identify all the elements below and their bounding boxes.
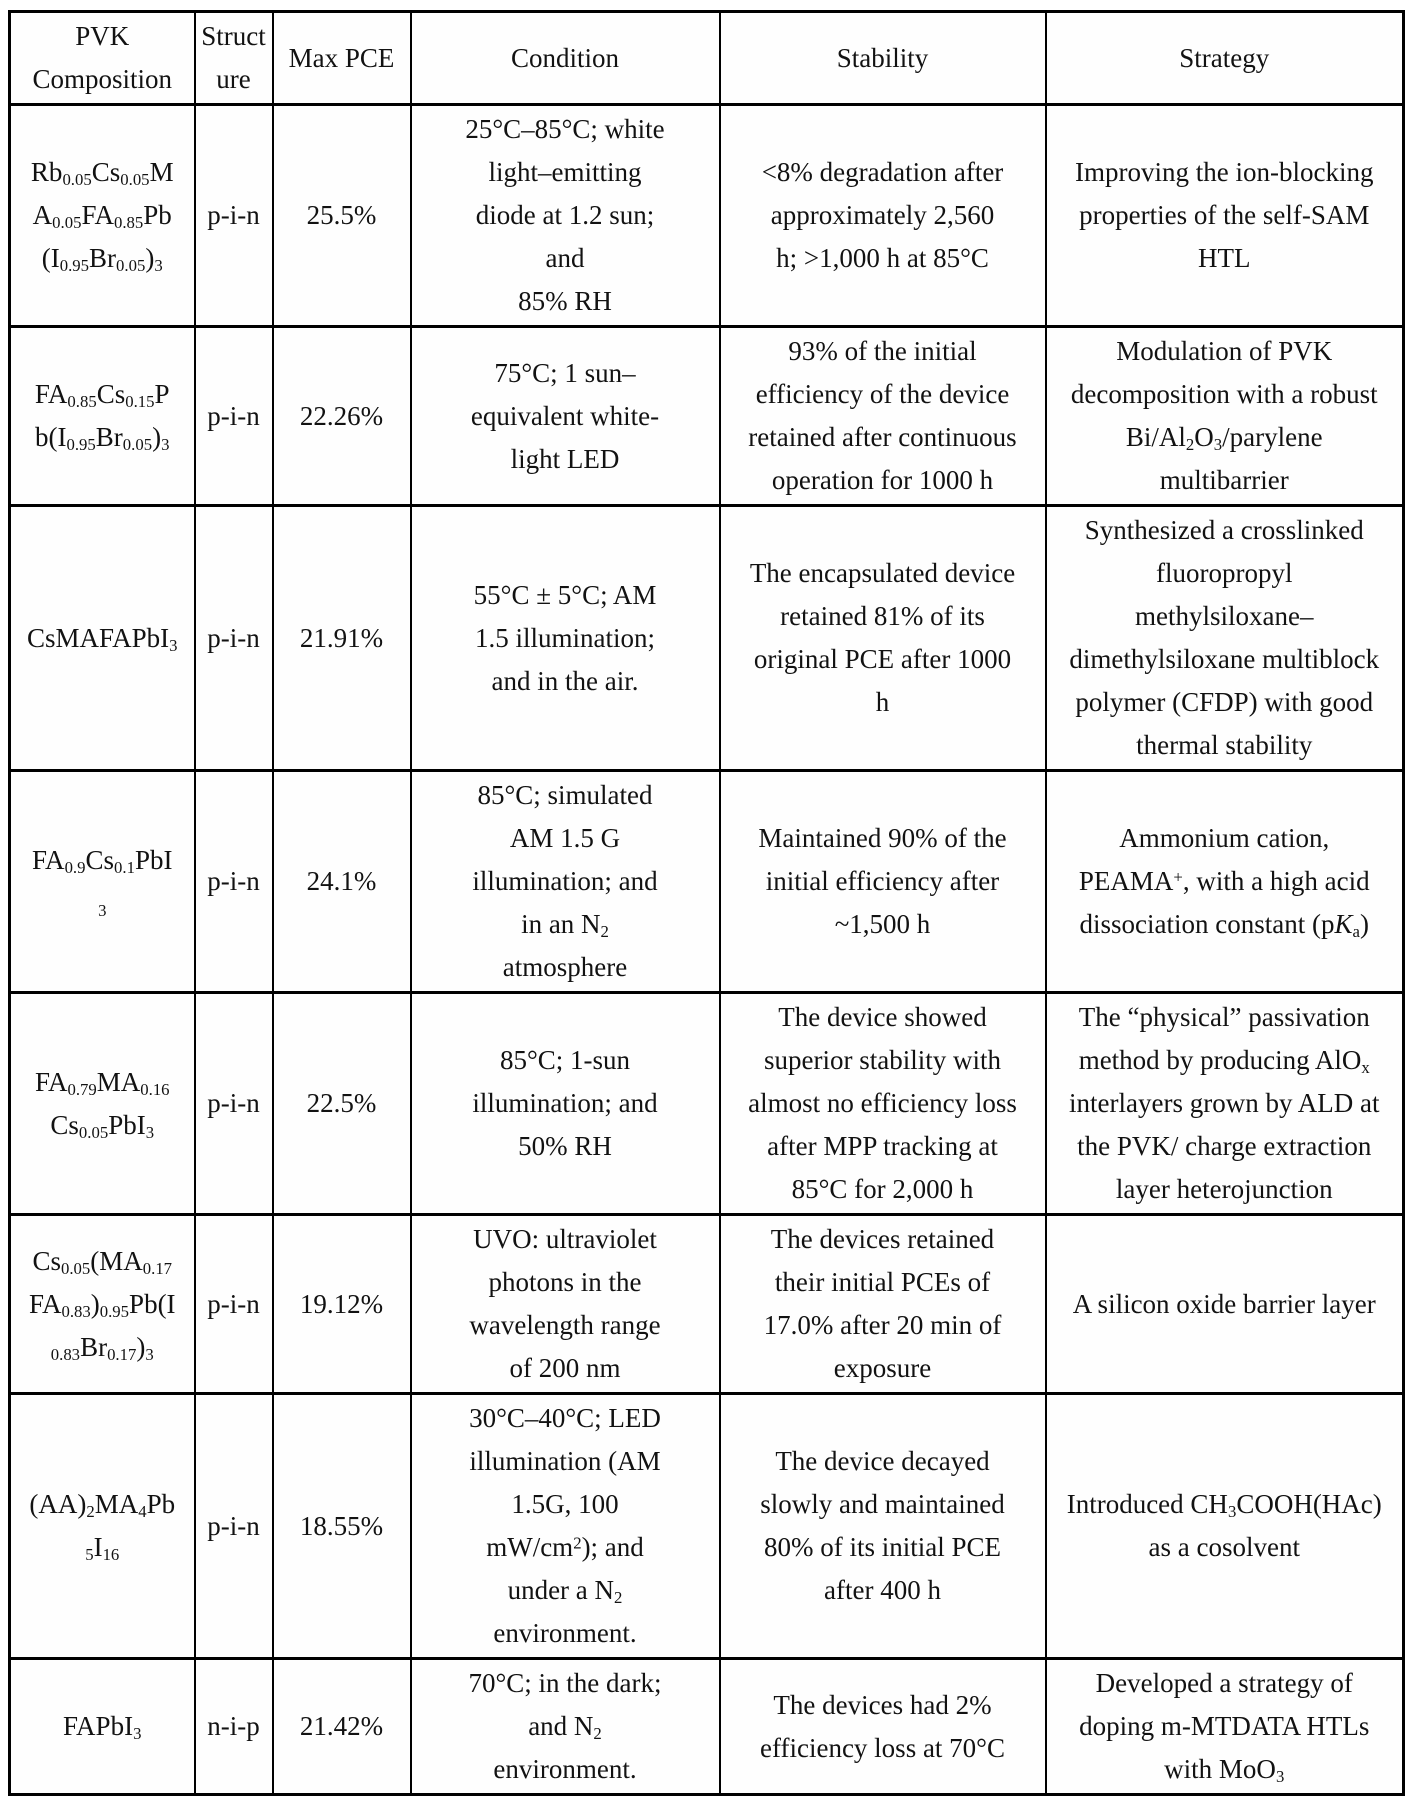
cell-pvk-composition: CsMAFAPbI3 <box>8 504 196 772</box>
cell-stability: Maintained 90% of the initial efficiency … <box>718 769 1047 994</box>
cell-condition: 75°C; 1 sun– equivalent white-light LED <box>409 325 721 507</box>
cell-stability: The device decayed slowly and maintained 8… <box>718 1392 1047 1660</box>
table-body: Rb0.05Cs0.05M A0.05FA0.85Pb (I0.95Br0.05)3… <box>8 103 1405 1796</box>
table-row: Cs0.05(MA0.17 FA0.83)0.95Pb(I 0.83Br0.17)3… <box>8 1213 1405 1395</box>
cell-max-pce: 22.26% <box>271 325 412 507</box>
cell-structure: p-i-n <box>193 325 274 507</box>
cell-structure: p-i-n <box>193 769 274 994</box>
cell-stability: The encapsulated device retained 81% of i… <box>718 504 1047 772</box>
cell-pvk-composition: FA0.79MA0.16 Cs0.05PbI3 <box>8 991 196 1216</box>
cell-condition: 25°C–85°C; white light–emitting diode at 1… <box>409 103 721 328</box>
cell-condition: 55°C ± 5°C; AM 1.5 illumination; and in th… <box>409 504 721 772</box>
table-row: CsMAFAPbI3 p-i-n 21.91% 55°C ± 5°C; AM 1.… <box>8 504 1405 772</box>
cell-pvk-composition: FAPbI3 <box>8 1657 196 1796</box>
cell-strategy: Introduced CH3COOH(HAc) as a cosolvent <box>1044 1392 1405 1660</box>
cell-max-pce: 19.12% <box>271 1213 412 1395</box>
cell-strategy: A silicon oxide barrier layer <box>1044 1213 1405 1395</box>
cell-pvk-composition: Rb0.05Cs0.05M A0.05FA0.85Pb (I0.95Br0.05)3 <box>8 103 196 328</box>
header-row: PVK Composition Struct ure Max PCE Conditi… <box>8 10 1405 106</box>
cell-pvk-composition: FA0.85Cs0.15P b(I0.95Br0.05)3 <box>8 325 196 507</box>
cell-stability: The device showed superior stability with… <box>718 991 1047 1216</box>
table-row: FAPbI3 n-i-p 21.42% 70°C; in the dark; an… <box>8 1657 1405 1796</box>
header-stability: Stability <box>718 10 1047 106</box>
cell-structure: p-i-n <box>193 103 274 328</box>
cell-structure: p-i-n <box>193 1213 274 1395</box>
cell-structure: p-i-n <box>193 991 274 1216</box>
pvk-stability-table: PVK Composition Struct ure Max PCE Conditi… <box>8 10 1405 1796</box>
cell-pvk-composition: FA0.9Cs0.1PbI 3 <box>8 769 196 994</box>
table-row: Rb0.05Cs0.05M A0.05FA0.85Pb (I0.95Br0.05)3… <box>8 103 1405 328</box>
cell-strategy: Synthesized a crosslinked fluoropropyl met… <box>1044 504 1405 772</box>
cell-max-pce: 21.91% <box>271 504 412 772</box>
cell-structure: p-i-n <box>193 504 274 772</box>
cell-structure: p-i-n <box>193 1392 274 1660</box>
cell-max-pce: 21.42% <box>271 1657 412 1796</box>
cell-structure: n-i-p <box>193 1657 274 1796</box>
cell-max-pce: 18.55% <box>271 1392 412 1660</box>
cell-condition: 70°C; in the dark; and N2 environment. <box>409 1657 721 1796</box>
cell-max-pce: 25.5% <box>271 103 412 328</box>
cell-strategy: Ammonium cation, PEAMA+, with a high acid… <box>1044 769 1405 994</box>
cell-condition: 30°C–40°C; LED illumination (AM 1.5G, 100 m… <box>409 1392 721 1660</box>
header-max-pce: Max PCE <box>271 10 412 106</box>
header-structure: Struct ure <box>193 10 274 106</box>
cell-strategy: The “physical” passivation method by prod… <box>1044 991 1405 1216</box>
header-condition: Condition <box>409 10 721 106</box>
table-row: FA0.85Cs0.15P b(I0.95Br0.05)3 p-i-n 22.26… <box>8 325 1405 507</box>
table-row: (AA)2MA4Pb 5I16 p-i-n 18.55% 30°C–40°C; L… <box>8 1392 1405 1660</box>
cell-pvk-composition: (AA)2MA4Pb 5I16 <box>8 1392 196 1660</box>
cell-stability: The devices had 2% efficiency loss at 70°… <box>718 1657 1047 1796</box>
table-row: FA0.9Cs0.1PbI 3 p-i-n 24.1% 85°C; simulat… <box>8 769 1405 994</box>
cell-condition: 85°C; 1-sun illumination; and 50% RH <box>409 991 721 1216</box>
cell-pvk-composition: Cs0.05(MA0.17 FA0.83)0.95Pb(I 0.83Br0.17)3 <box>8 1213 196 1395</box>
cell-stability: 93% of the initial efficiency of the devi… <box>718 325 1047 507</box>
cell-strategy: Developed a strategy of doping m-MTDATA H… <box>1044 1657 1405 1796</box>
header-strategy: Strategy <box>1044 10 1405 106</box>
cell-strategy: Modulation of PVK decomposition with a ro… <box>1044 325 1405 507</box>
cell-stability: <8% degradation after approximately 2,560… <box>718 103 1047 328</box>
table-row: FA0.79MA0.16 Cs0.05PbI3 p-i-n 22.5% 85°C;… <box>8 991 1405 1216</box>
cell-max-pce: 24.1% <box>271 769 412 994</box>
cell-strategy: Improving the ion-blocking properties of … <box>1044 103 1405 328</box>
cell-stability: The devices retained their initial PCEs o… <box>718 1213 1047 1395</box>
cell-max-pce: 22.5% <box>271 991 412 1216</box>
cell-condition: UVO: ultraviolet photons in the wavelength… <box>409 1213 721 1395</box>
header-pvk-composition: PVK Composition <box>8 10 196 106</box>
